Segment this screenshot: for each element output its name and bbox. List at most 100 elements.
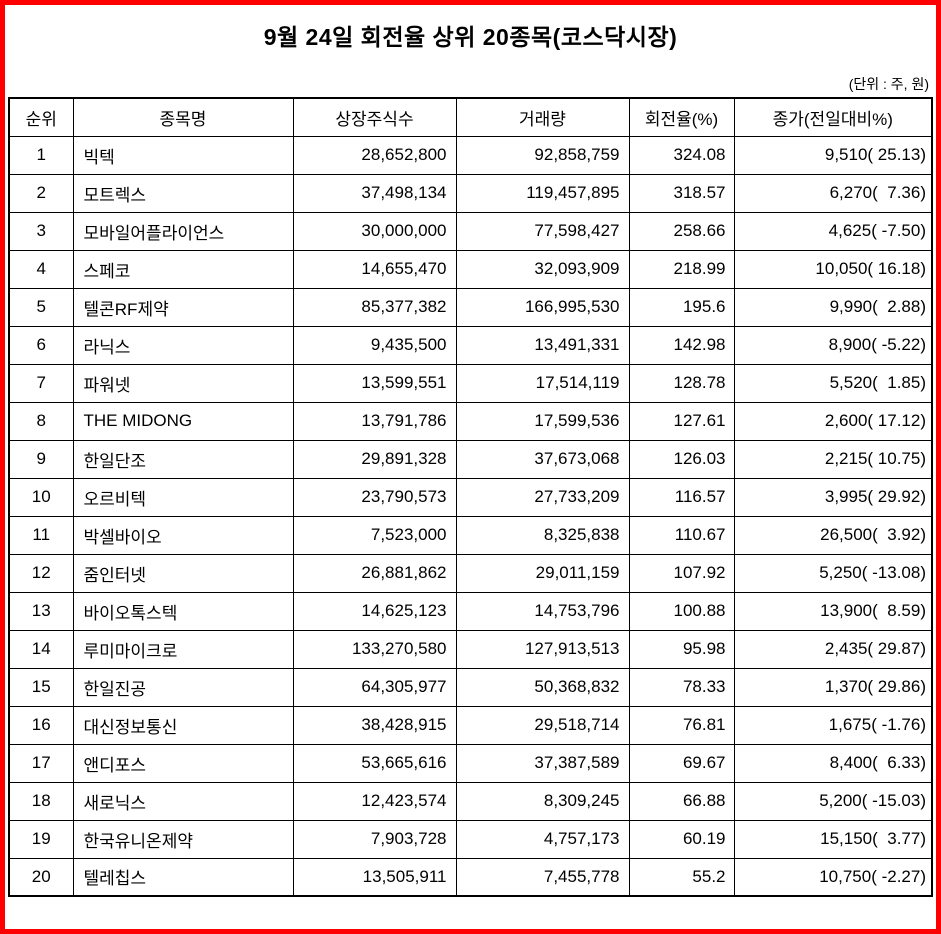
cell-name: 한일단조 [72, 439, 294, 479]
page-title: 9월 24일 회전율 상위 20종목(코스닥시장) [263, 24, 678, 50]
cell-shares: 133,270,580 [292, 629, 457, 669]
table-row: 7 파워넷 13,599,551 17,514,119 128.78 5,520( 1.8… [8, 363, 933, 403]
cell-turnover: 76.81 [628, 705, 735, 745]
cell-turnover: 100.88 [628, 591, 735, 631]
cell-volume: 29,518,714 [455, 705, 630, 745]
cell-name: 스페코 [72, 249, 294, 289]
cell-shares: 14,625,123 [292, 591, 457, 631]
header-turnover: 회전율(%) [628, 97, 735, 137]
cell-volume: 92,858,759 [455, 135, 630, 175]
cell-volume: 37,387,589 [455, 743, 630, 783]
cell-close: 10,750( -2.27) [733, 857, 933, 897]
cell-name: 바이오톡스텍 [72, 591, 294, 631]
table-row: 16 대신정보통신 38,428,915 29,518,714 76.81 1,675( … [8, 705, 933, 745]
cell-close: 10,050( 16.18) [733, 249, 933, 289]
cell-shares: 53,665,616 [292, 743, 457, 783]
cell-name: 새로닉스 [72, 781, 294, 821]
cell-close: 2,600( 17.12) [733, 401, 933, 441]
cell-volume: 77,598,427 [455, 211, 630, 251]
cell-rank: 5 [8, 287, 74, 327]
cell-close: 8,900( -5.22) [733, 325, 933, 365]
header-close: 종가(전일대비%) [733, 97, 933, 137]
cell-volume: 13,491,331 [455, 325, 630, 365]
cell-close: 1,675( -1.76) [733, 705, 933, 745]
cell-close: 9,510( 25.13) [733, 135, 933, 175]
cell-volume: 166,995,530 [455, 287, 630, 327]
cell-rank: 3 [8, 211, 74, 251]
cell-turnover: 55.2 [628, 857, 735, 897]
table-row: 10 오르비텍 23,790,573 27,733,209 116.57 3,995( 2… [8, 477, 933, 517]
cell-turnover: 107.92 [628, 553, 735, 593]
cell-turnover: 126.03 [628, 439, 735, 479]
cell-rank: 1 [8, 135, 74, 175]
cell-turnover: 110.67 [628, 515, 735, 555]
cell-shares: 85,377,382 [292, 287, 457, 327]
cell-volume: 7,455,778 [455, 857, 630, 897]
cell-turnover: 78.33 [628, 667, 735, 707]
cell-close: 2,435( 29.87) [733, 629, 933, 669]
cell-volume: 8,309,245 [455, 781, 630, 821]
cell-close: 2,215( 10.75) [733, 439, 933, 479]
cell-rank: 6 [8, 325, 74, 365]
cell-close: 5,250( -13.08) [733, 553, 933, 593]
cell-rank: 11 [8, 515, 74, 555]
cell-turnover: 66.88 [628, 781, 735, 821]
cell-shares: 38,428,915 [292, 705, 457, 745]
cell-shares: 23,790,573 [292, 477, 457, 517]
cell-turnover: 318.57 [628, 173, 735, 213]
cell-shares: 13,791,786 [292, 401, 457, 441]
cell-turnover: 116.57 [628, 477, 735, 517]
cell-volume: 37,673,068 [455, 439, 630, 479]
cell-volume: 29,011,159 [455, 553, 630, 593]
cell-turnover: 69.67 [628, 743, 735, 783]
cell-shares: 30,000,000 [292, 211, 457, 251]
table-row: 3 모바일어플라이언스 30,000,000 77,598,427 258.66 4,62… [8, 211, 933, 251]
cell-turnover: 218.99 [628, 249, 735, 289]
cell-shares: 14,655,470 [292, 249, 457, 289]
cell-rank: 17 [8, 743, 74, 783]
cell-close: 8,400( 6.33) [733, 743, 933, 783]
cell-rank: 12 [8, 553, 74, 593]
cell-volume: 14,753,796 [455, 591, 630, 631]
cell-volume: 27,733,209 [455, 477, 630, 517]
cell-volume: 127,913,513 [455, 629, 630, 669]
cell-shares: 13,505,911 [292, 857, 457, 897]
table-row: 11 박셀바이오 7,523,000 8,325,838 110.67 26,500( 3… [8, 515, 933, 555]
cell-shares: 7,523,000 [292, 515, 457, 555]
cell-name: 오르비텍 [72, 477, 294, 517]
cell-shares: 28,652,800 [292, 135, 457, 175]
header-name: 종목명 [72, 97, 294, 137]
cell-close: 4,625( -7.50) [733, 211, 933, 251]
table-row: 1 빅텍 28,652,800 92,858,759 324.08 9,510( 25.1… [8, 135, 933, 175]
cell-shares: 37,498,134 [292, 173, 457, 213]
header-shares: 상장주식수 [292, 97, 457, 137]
cell-rank: 7 [8, 363, 74, 403]
cell-rank: 20 [8, 857, 74, 897]
cell-close: 15,150( 3.77) [733, 819, 933, 859]
cell-close: 5,520( 1.85) [733, 363, 933, 403]
cell-close: 1,370( 29.86) [733, 667, 933, 707]
cell-name: 대신정보통신 [72, 705, 294, 745]
table-row: 5 텔콘RF제약 85,377,382 166,995,530 195.6 9,990( … [8, 287, 933, 327]
unit-note: (단위 : 주, 원) [848, 76, 929, 92]
cell-turnover: 258.66 [628, 211, 735, 251]
cell-rank: 8 [8, 401, 74, 441]
cell-rank: 10 [8, 477, 74, 517]
cell-shares: 9,435,500 [292, 325, 457, 365]
table-row: 15 한일진공 64,305,977 50,368,832 78.33 1,370( 29… [8, 667, 933, 707]
cell-name: 한국유니온제약 [72, 819, 294, 859]
cell-name: 텔레칩스 [72, 857, 294, 897]
cell-rank: 16 [8, 705, 74, 745]
cell-close: 5,200( -15.03) [733, 781, 933, 821]
cell-shares: 26,881,862 [292, 553, 457, 593]
cell-name: 빅텍 [72, 135, 294, 175]
cell-name: 파워넷 [72, 363, 294, 403]
cell-close: 3,995( 29.92) [733, 477, 933, 517]
cell-shares: 13,599,551 [292, 363, 457, 403]
cell-rank: 19 [8, 819, 74, 859]
cell-name: 모바일어플라이언스 [72, 211, 294, 251]
cell-close: 13,900( 8.59) [733, 591, 933, 631]
cell-shares: 29,891,328 [292, 439, 457, 479]
table-row: 4 스페코 14,655,470 32,093,909 218.99 10,050( 16… [8, 249, 933, 289]
